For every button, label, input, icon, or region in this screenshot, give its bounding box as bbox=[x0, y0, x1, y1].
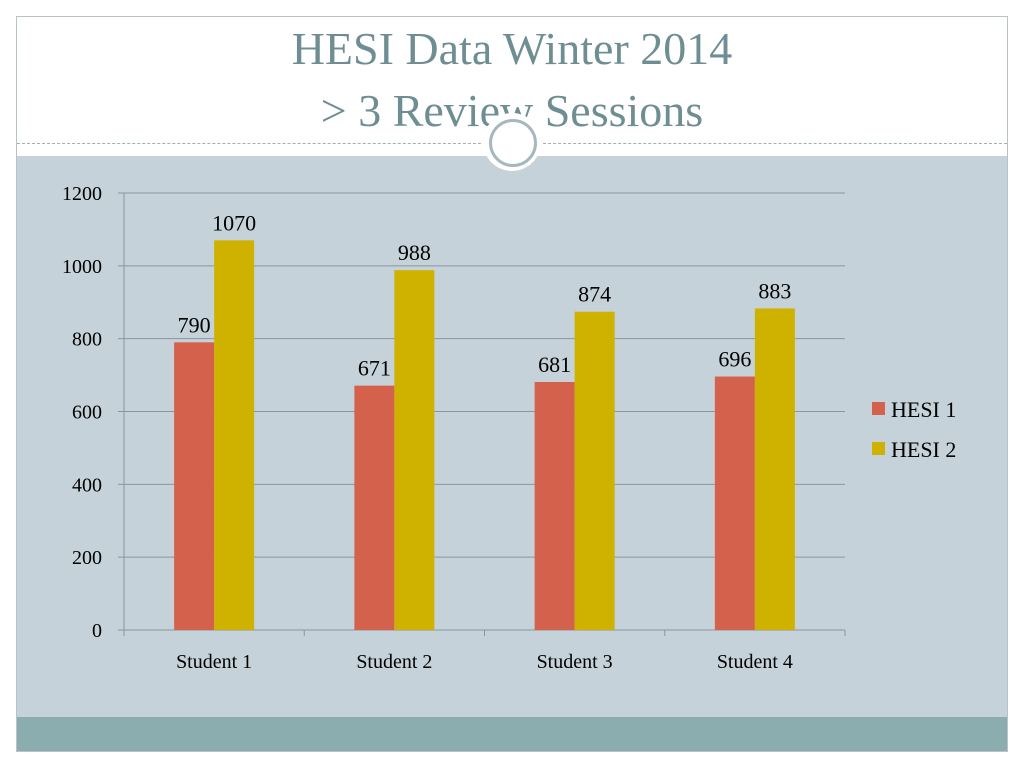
data-label: 790 bbox=[178, 312, 211, 337]
slide: HESI Data Winter 2014 > 3 Review Session… bbox=[16, 16, 1008, 752]
x-tick-label: Student 4 bbox=[717, 651, 793, 673]
x-tick-label: Student 3 bbox=[537, 651, 613, 673]
y-tick-label: 200 bbox=[72, 547, 102, 569]
data-label: 874 bbox=[578, 282, 611, 307]
data-label: 696 bbox=[718, 347, 751, 372]
x-tick-label: Student 2 bbox=[356, 651, 432, 673]
y-tick-label: 1000 bbox=[62, 256, 102, 278]
legend-swatch bbox=[872, 442, 885, 455]
data-label: 671 bbox=[358, 356, 391, 381]
data-label: 681 bbox=[538, 352, 571, 377]
bar-hesi-2-student-3 bbox=[574, 311, 615, 630]
y-tick-label: 0 bbox=[92, 620, 102, 642]
footer-band bbox=[17, 717, 1007, 751]
bar-hesi-2-student-4 bbox=[754, 308, 795, 630]
data-label: 988 bbox=[398, 240, 431, 265]
circle-ornament bbox=[483, 113, 541, 171]
bar-hesi-1-student-2 bbox=[354, 385, 395, 630]
y-tick-label: 1200 bbox=[62, 183, 102, 205]
legend-swatch bbox=[872, 402, 885, 415]
bar-hesi-1-student-3 bbox=[534, 382, 575, 630]
bar-hesi-2-student-2 bbox=[394, 270, 435, 630]
bar-hesi-1-student-1 bbox=[174, 342, 215, 630]
y-tick-label: 800 bbox=[72, 329, 102, 351]
bar-hesi-1-student-4 bbox=[714, 376, 755, 630]
circle-ornament-ring bbox=[489, 119, 537, 167]
legend-label: HESI 1 bbox=[891, 397, 956, 422]
x-tick-label: Student 1 bbox=[176, 651, 252, 673]
y-tick-label: 600 bbox=[72, 402, 102, 424]
legend-label: HESI 2 bbox=[891, 437, 956, 462]
slide-title-line-1: HESI Data Winter 2014 bbox=[291, 23, 733, 74]
data-label: 883 bbox=[758, 278, 791, 303]
data-label: 1070 bbox=[212, 210, 256, 235]
bar-hesi-2-student-1 bbox=[214, 240, 255, 630]
y-tick-label: 400 bbox=[72, 474, 102, 496]
